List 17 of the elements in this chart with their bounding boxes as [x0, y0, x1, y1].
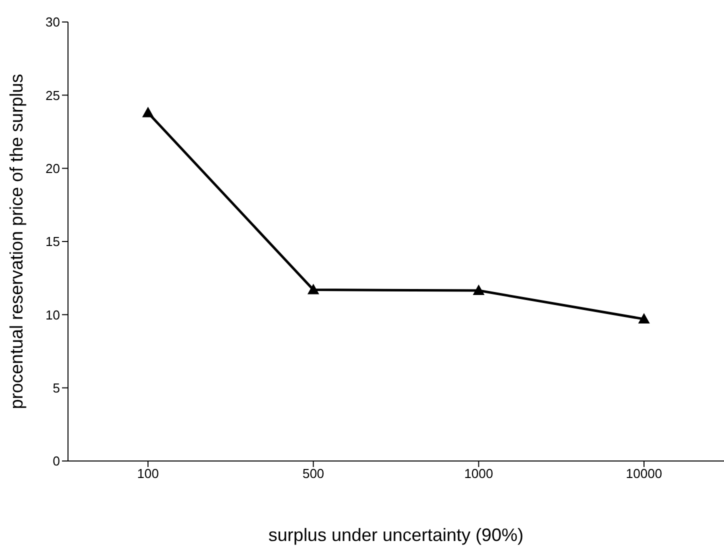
- x-tick-label: 100: [137, 466, 159, 482]
- y-tick-label: 5: [52, 380, 60, 396]
- y-tick-label: 15: [46, 234, 60, 250]
- point: [638, 314, 650, 324]
- y-tick-label: 0: [52, 454, 60, 469]
- point: [308, 284, 319, 294]
- point: [473, 285, 484, 296]
- x-tick-label: 10000: [626, 466, 662, 482]
- x-tick-label: 500: [302, 466, 324, 482]
- x-tick-label: 1000: [464, 466, 494, 482]
- x-axis-title: surplus under uncertainty (90%): [268, 525, 524, 545]
- y-tick-label: 10: [46, 307, 60, 322]
- y-tick-label: 20: [46, 160, 60, 176]
- y-tick-label: 30: [46, 14, 60, 30]
- y-tick-label: 25: [46, 88, 60, 103]
- point: [142, 107, 154, 118]
- y-axis-title: procentual reservation price of the surplus: [6, 74, 26, 410]
